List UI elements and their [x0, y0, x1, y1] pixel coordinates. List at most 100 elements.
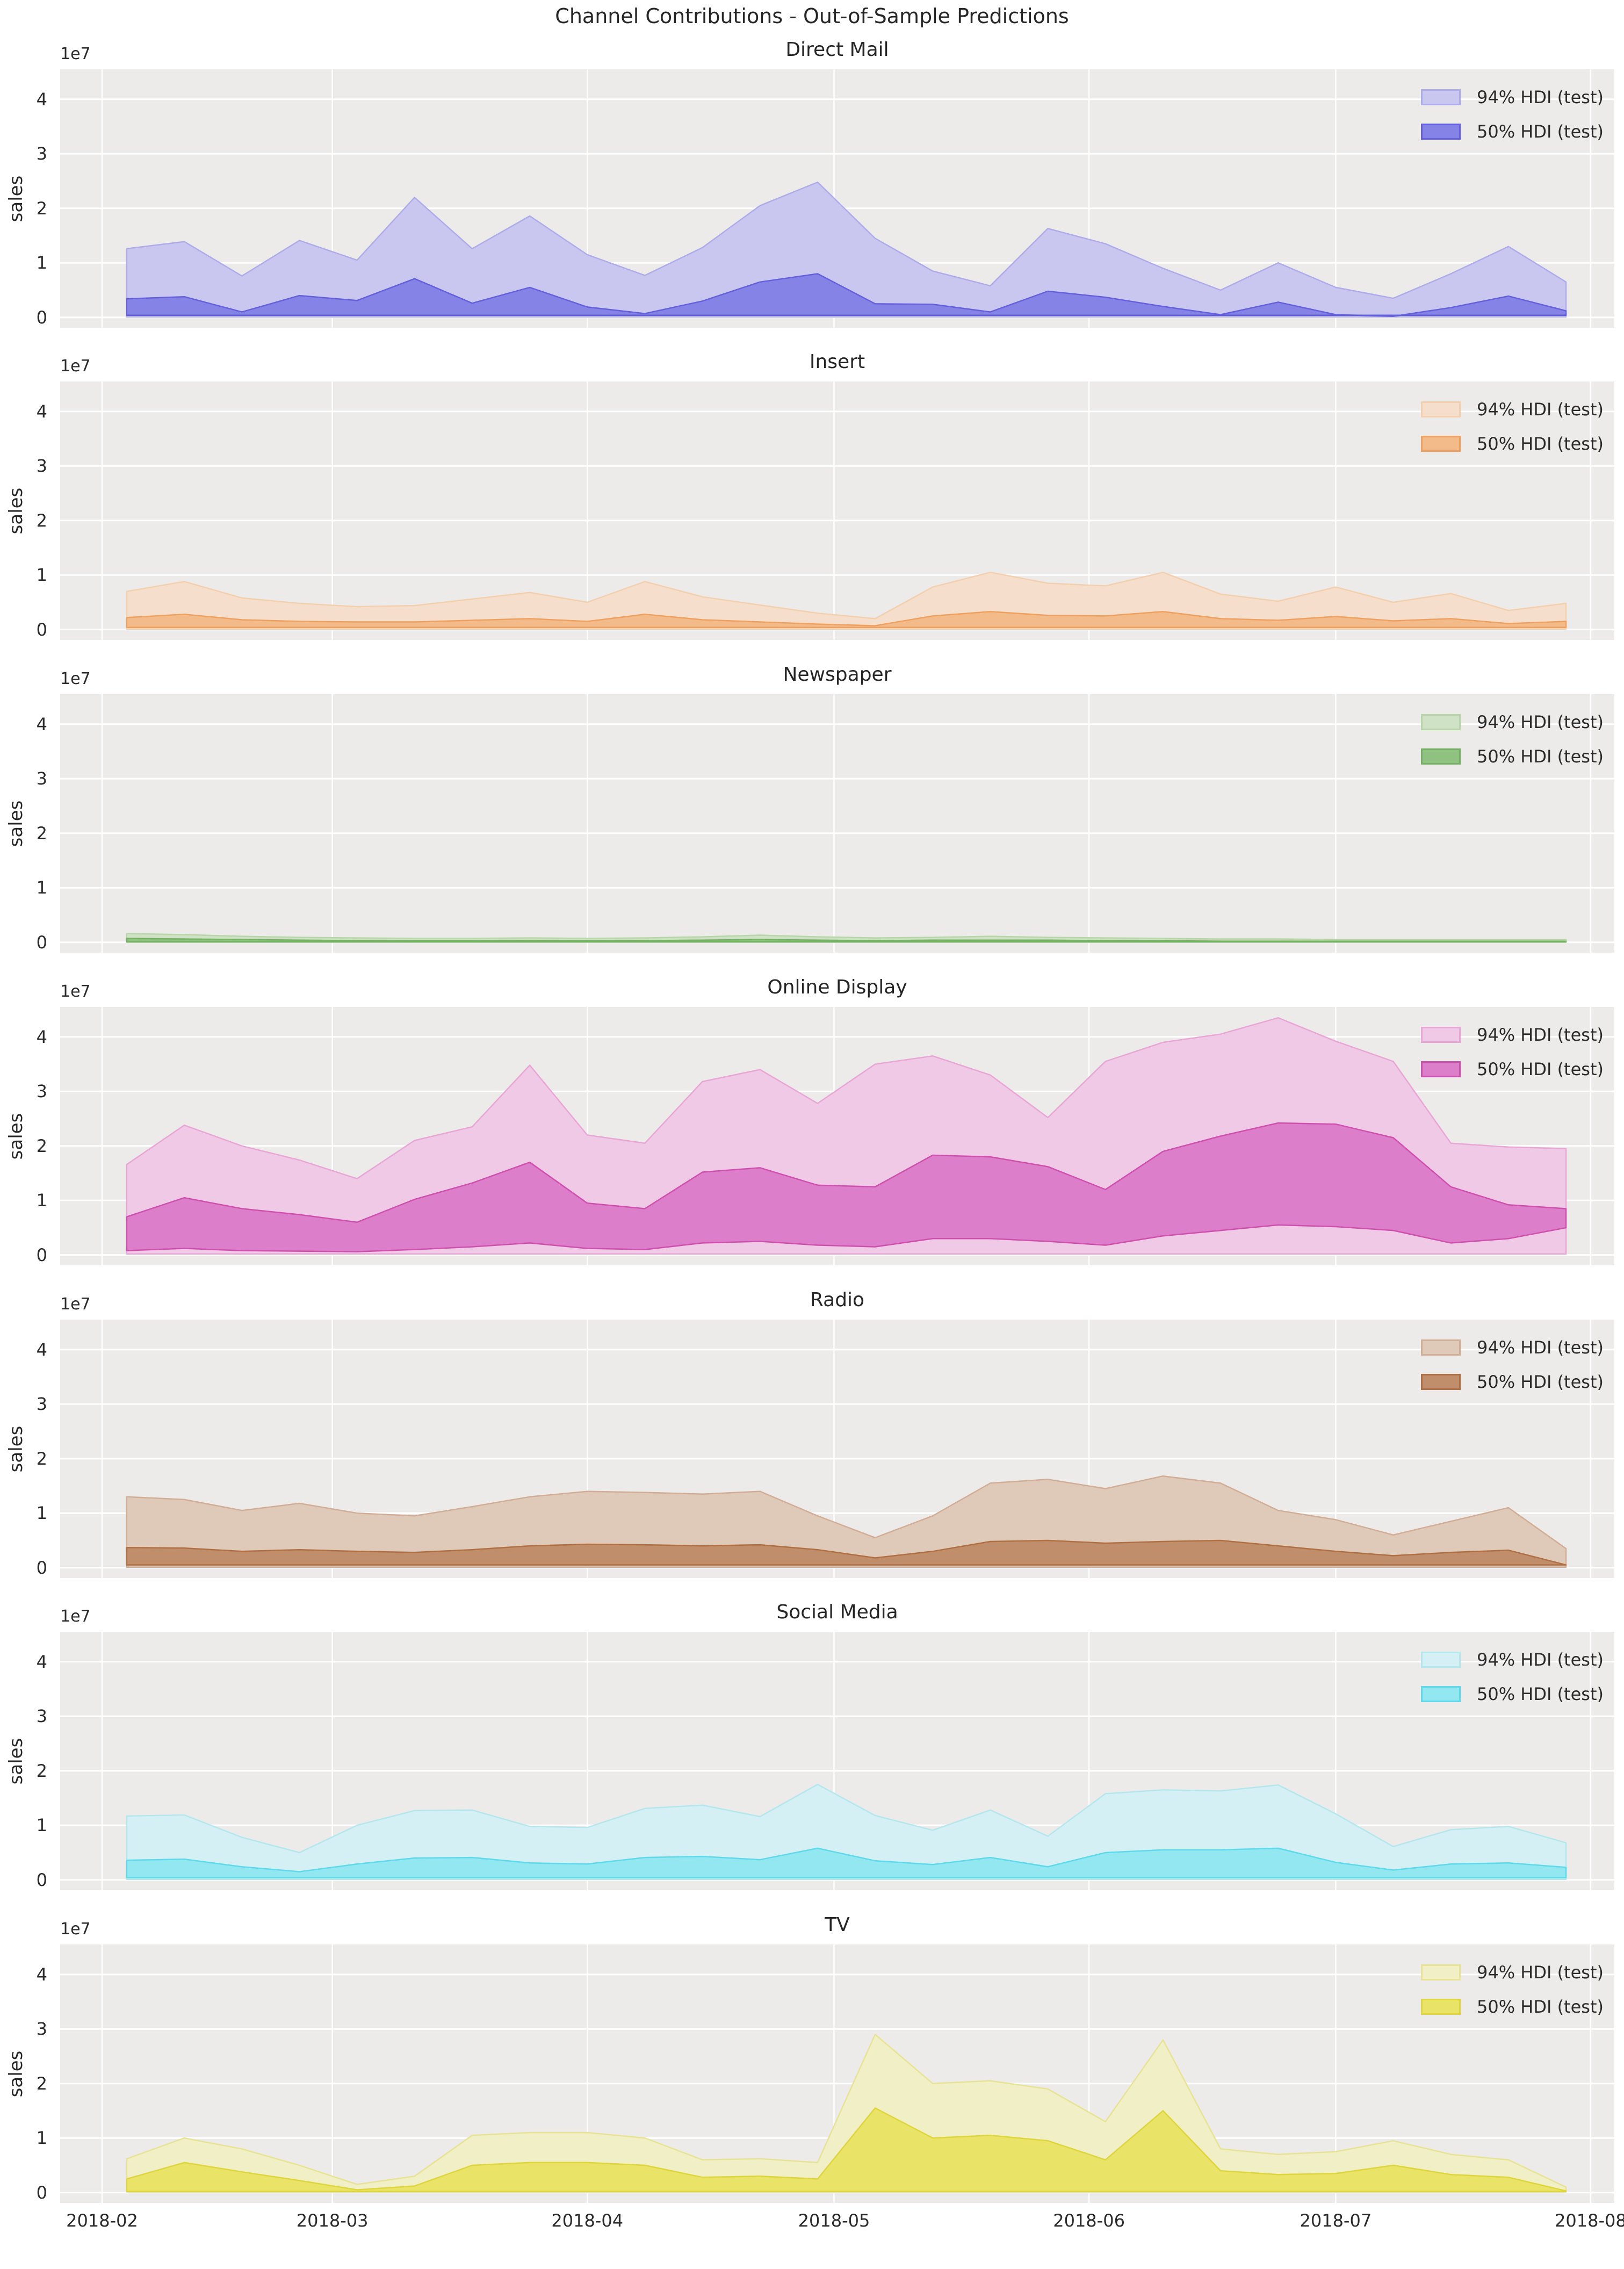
- subplot-title-newspaper: Newspaper: [783, 664, 892, 686]
- y-tick-label: 1: [36, 1815, 47, 1836]
- legend-entry: 94% HDI (test): [1420, 1649, 1604, 1670]
- legend-entry: 50% HDI (test): [1420, 1371, 1604, 1393]
- online-display-area-chart: [60, 1007, 1614, 1265]
- legend-entry: 94% HDI (test): [1420, 399, 1604, 420]
- legend-label: 94% HDI (test): [1476, 1962, 1604, 1983]
- y-tick-label: 3: [36, 143, 47, 164]
- legend-label: 50% HDI (test): [1476, 434, 1604, 454]
- y-tick-label: 2: [36, 1135, 47, 1156]
- legend-entry: 50% HDI (test): [1420, 1683, 1604, 1705]
- x-tick-label: 2018-03: [296, 2210, 369, 2231]
- legend-label: 94% HDI (test): [1476, 1025, 1604, 1045]
- legend-entry: 94% HDI (test): [1420, 1024, 1604, 1046]
- y-tick-label: 0: [36, 307, 47, 328]
- social-media-area-chart: [60, 1632, 1614, 1890]
- y-tick-label: 1: [36, 877, 47, 898]
- y-tick-label: 4: [36, 89, 47, 110]
- y-tick-label: 2: [36, 2073, 47, 2094]
- legend-entry: 50% HDI (test): [1420, 746, 1604, 767]
- tv-50-hdi-band: [126, 2107, 1567, 2192]
- axes-radio: 94% HDI (test) 50% HDI (test): [60, 1320, 1614, 1578]
- legend-swatch-94-hdi: [1420, 1339, 1461, 1356]
- y-tick-label: 2: [36, 1760, 47, 1781]
- y-tick-label: 0: [36, 619, 47, 640]
- figure-title: Channel Contributions - Out-of-Sample Pr…: [555, 4, 1069, 28]
- y-axis-offset-label: 1e7: [60, 1920, 91, 1939]
- legend-swatch-94-hdi: [1420, 714, 1461, 730]
- legend-label: 50% HDI (test): [1476, 746, 1604, 767]
- y-tick-label: 4: [36, 714, 47, 734]
- subplot-title-tv: TV: [825, 1914, 850, 1936]
- axes-social-media: 94% HDI (test) 50% HDI (test): [60, 1632, 1614, 1890]
- axes-tv: 94% HDI (test) 50% HDI (test): [60, 1944, 1614, 2203]
- axes-insert: 94% HDI (test) 50% HDI (test): [60, 381, 1614, 640]
- legend-swatch-50-hdi: [1420, 1374, 1461, 1390]
- y-tick-label: 1: [36, 1503, 47, 1524]
- legend-entry: 94% HDI (test): [1420, 1962, 1604, 1983]
- legend-swatch-50-hdi: [1420, 436, 1461, 452]
- legend-swatch-50-hdi: [1420, 1999, 1461, 2015]
- subplot-title-radio: Radio: [810, 1289, 865, 1311]
- legend-label: 94% HDI (test): [1476, 1649, 1604, 1670]
- legend-label: 94% HDI (test): [1476, 87, 1604, 107]
- legend-entry: 94% HDI (test): [1420, 711, 1604, 733]
- y-tick-label: 2: [36, 510, 47, 531]
- legend-online-display: 94% HDI (test) 50% HDI (test): [1420, 1024, 1604, 1080]
- y-tick-label: 3: [36, 1081, 47, 1102]
- legend-swatch-50-hdi: [1420, 748, 1461, 765]
- y-tick-label: 3: [36, 2019, 47, 2040]
- y-tick-label: 3: [36, 456, 47, 477]
- tv-area-chart: [60, 1944, 1614, 2203]
- legend-direct-mail: 94% HDI (test) 50% HDI (test): [1420, 87, 1604, 142]
- legend-swatch-94-hdi: [1420, 1652, 1461, 1668]
- y-tick-label: 3: [36, 1394, 47, 1415]
- insert-area-chart: [60, 381, 1614, 640]
- legend-tv: 94% HDI (test) 50% HDI (test): [1420, 1962, 1604, 2018]
- legend-insert: 94% HDI (test) 50% HDI (test): [1420, 399, 1604, 455]
- legend-swatch-94-hdi: [1420, 1964, 1461, 1980]
- legend-entry: 94% HDI (test): [1420, 1337, 1604, 1358]
- y-axis-offset-label: 1e7: [60, 357, 91, 376]
- axes-newspaper: 94% HDI (test) 50% HDI (test): [60, 694, 1614, 953]
- subplot-title-insert: Insert: [809, 351, 865, 373]
- legend-label: 94% HDI (test): [1476, 1337, 1604, 1358]
- y-tick-label: 2: [36, 198, 47, 219]
- legend-label: 50% HDI (test): [1476, 1684, 1604, 1704]
- y-axis-offset-label: 1e7: [60, 982, 91, 1001]
- y-tick-label: 4: [36, 1651, 47, 1672]
- y-tick-label: 1: [36, 2128, 47, 2149]
- newspaper-50-hdi-band: [126, 938, 1567, 942]
- x-tick-label: 2018-04: [551, 2210, 624, 2231]
- legend-swatch-94-hdi: [1420, 1027, 1461, 1043]
- social-media-50-hdi-band: [126, 1847, 1567, 1878]
- y-tick-label: 2: [36, 823, 47, 844]
- legend-radio: 94% HDI (test) 50% HDI (test): [1420, 1337, 1604, 1393]
- y-tick-label: 0: [36, 1557, 47, 1578]
- y-axis-offset-label: 1e7: [60, 1607, 91, 1626]
- online-display-50-hdi-band: [126, 1122, 1567, 1252]
- legend-label: 94% HDI (test): [1476, 712, 1604, 732]
- direct-mail-area-chart: [60, 69, 1614, 328]
- legend-label: 50% HDI (test): [1476, 1372, 1604, 1392]
- axes-direct-mail: 94% HDI (test) 50% HDI (test): [60, 69, 1614, 328]
- y-axis-offset-label: 1e7: [60, 669, 91, 688]
- axes-online-display: 94% HDI (test) 50% HDI (test): [60, 1007, 1614, 1265]
- legend-entry: 50% HDI (test): [1420, 121, 1604, 142]
- legend-swatch-94-hdi: [1420, 89, 1461, 105]
- legend-entry: 50% HDI (test): [1420, 1058, 1604, 1080]
- y-axis-offset-label: 1e7: [60, 1295, 91, 1314]
- subplot-title-social-media: Social Media: [776, 1601, 898, 1623]
- y-tick-label: 3: [36, 768, 47, 789]
- legend-label: 50% HDI (test): [1476, 1059, 1604, 1079]
- y-tick-label: 4: [36, 401, 47, 422]
- y-tick-label: 3: [36, 1706, 47, 1727]
- newspaper-area-chart: [60, 694, 1614, 953]
- subplot-title-direct-mail: Direct Mail: [785, 39, 889, 61]
- legend-swatch-50-hdi: [1420, 1686, 1461, 1702]
- y-tick-label: 0: [36, 932, 47, 953]
- legend-entry: 50% HDI (test): [1420, 1996, 1604, 2018]
- legend-entry: 50% HDI (test): [1420, 433, 1604, 455]
- legend-entry: 94% HDI (test): [1420, 87, 1604, 108]
- legend-newspaper: 94% HDI (test) 50% HDI (test): [1420, 711, 1604, 767]
- subplot-title-online-display: Online Display: [767, 976, 907, 998]
